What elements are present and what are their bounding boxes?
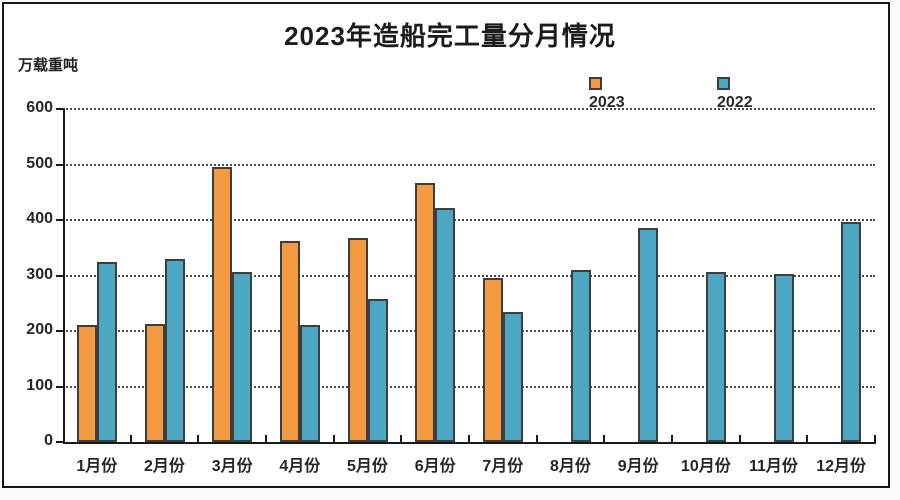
chart-title: 2023年造船完工量分月情况 (284, 21, 616, 51)
x-tick-label-11月份: 11月份 (749, 458, 798, 475)
y-tick-label-500: 500 (26, 154, 53, 172)
gridline-500 (63, 163, 875, 166)
y-tick-600 (56, 108, 63, 110)
x-tick-8 (603, 435, 606, 444)
x-tick-2 (197, 435, 200, 444)
x-tick-label-10月份: 10月份 (680, 458, 731, 475)
bar-2022-5月份 (367, 299, 388, 442)
legend-swatch-2022 (717, 77, 730, 90)
y-tick-label-400: 400 (26, 210, 53, 227)
x-tick-5 (400, 435, 403, 444)
y-tick-0 (56, 441, 63, 443)
bar-2022-8月份 (570, 269, 591, 442)
x-tick-label-9月份: 9月份 (617, 458, 659, 475)
x-tick-label-2月份: 2月份 (144, 458, 185, 475)
legend-label-2022: 2022 (717, 94, 753, 111)
legend-item-2023: 2023 (589, 76, 625, 111)
gridline-400 (63, 219, 875, 221)
x-tick-label-5月份: 5月份 (347, 458, 388, 475)
y-tick-300 (56, 274, 63, 277)
bar-2022-3月份 (232, 271, 253, 442)
x-tick-7 (535, 435, 538, 444)
bar-2022-9月份 (638, 227, 659, 442)
y-axis-line (63, 109, 65, 444)
x-tick-label-4月份: 4月份 (279, 458, 321, 475)
legend-label-2023: 2023 (589, 94, 625, 111)
y-tick-label-200: 200 (26, 321, 53, 338)
y-tick-500 (56, 163, 63, 166)
x-tick-label-8月份: 8月份 (550, 458, 591, 475)
bar-2023-2月份 (144, 323, 165, 442)
x-tick-label-12月份: 12月份 (816, 458, 867, 475)
y-tick-400 (56, 219, 63, 221)
x-tick-4 (332, 435, 335, 444)
x-tick-3 (265, 435, 267, 444)
y-tick-label-0: 0 (44, 432, 53, 449)
bar-2023-7月份 (482, 278, 503, 442)
legend-item-2022: 2022 (717, 76, 753, 111)
x-tick-12 (874, 435, 876, 444)
gridline-200 (63, 330, 875, 332)
bar-2022-11月份 (773, 274, 794, 442)
x-tick-11 (806, 435, 809, 444)
gridline-300 (63, 274, 875, 277)
x-tick-10 (738, 435, 741, 444)
bar-2022-6月份 (435, 207, 456, 442)
bar-2023-6月份 (415, 182, 436, 442)
y-tick-200 (56, 330, 63, 332)
x-tick-9 (671, 435, 673, 444)
bar-2023-1月份 (76, 325, 97, 442)
x-tick-label-7月份: 7月份 (482, 458, 524, 475)
gridline-100 (63, 385, 875, 388)
y-tick-label-300: 300 (26, 265, 53, 283)
y-axis-unit-label: 万载重吨 (18, 57, 79, 74)
legend-swatch-2023 (589, 77, 602, 90)
x-tick-label-6月份: 6月份 (414, 458, 456, 475)
bar-2022-4月份 (299, 324, 320, 442)
x-tick-label-1月份: 1月份 (76, 458, 118, 475)
x-tick-label-3月份: 3月份 (211, 458, 253, 475)
gridline-600 (63, 108, 875, 110)
bar-2023-3月份 (212, 167, 233, 442)
bar-2022-2月份 (164, 259, 185, 442)
y-tick-label-600: 600 (26, 99, 53, 116)
bar-2023-5月份 (347, 237, 368, 442)
bar-2022-12月份 (841, 222, 862, 442)
x-tick-1 (129, 435, 132, 444)
bar-2022-10月份 (705, 271, 726, 442)
y-tick-100 (56, 385, 63, 388)
y-tick-label-100: 100 (26, 376, 53, 394)
x-tick-6 (468, 435, 470, 444)
bar-2023-4月份 (279, 240, 300, 442)
bar-2022-7月份 (502, 311, 523, 442)
bar-2022-1月份 (96, 261, 117, 442)
